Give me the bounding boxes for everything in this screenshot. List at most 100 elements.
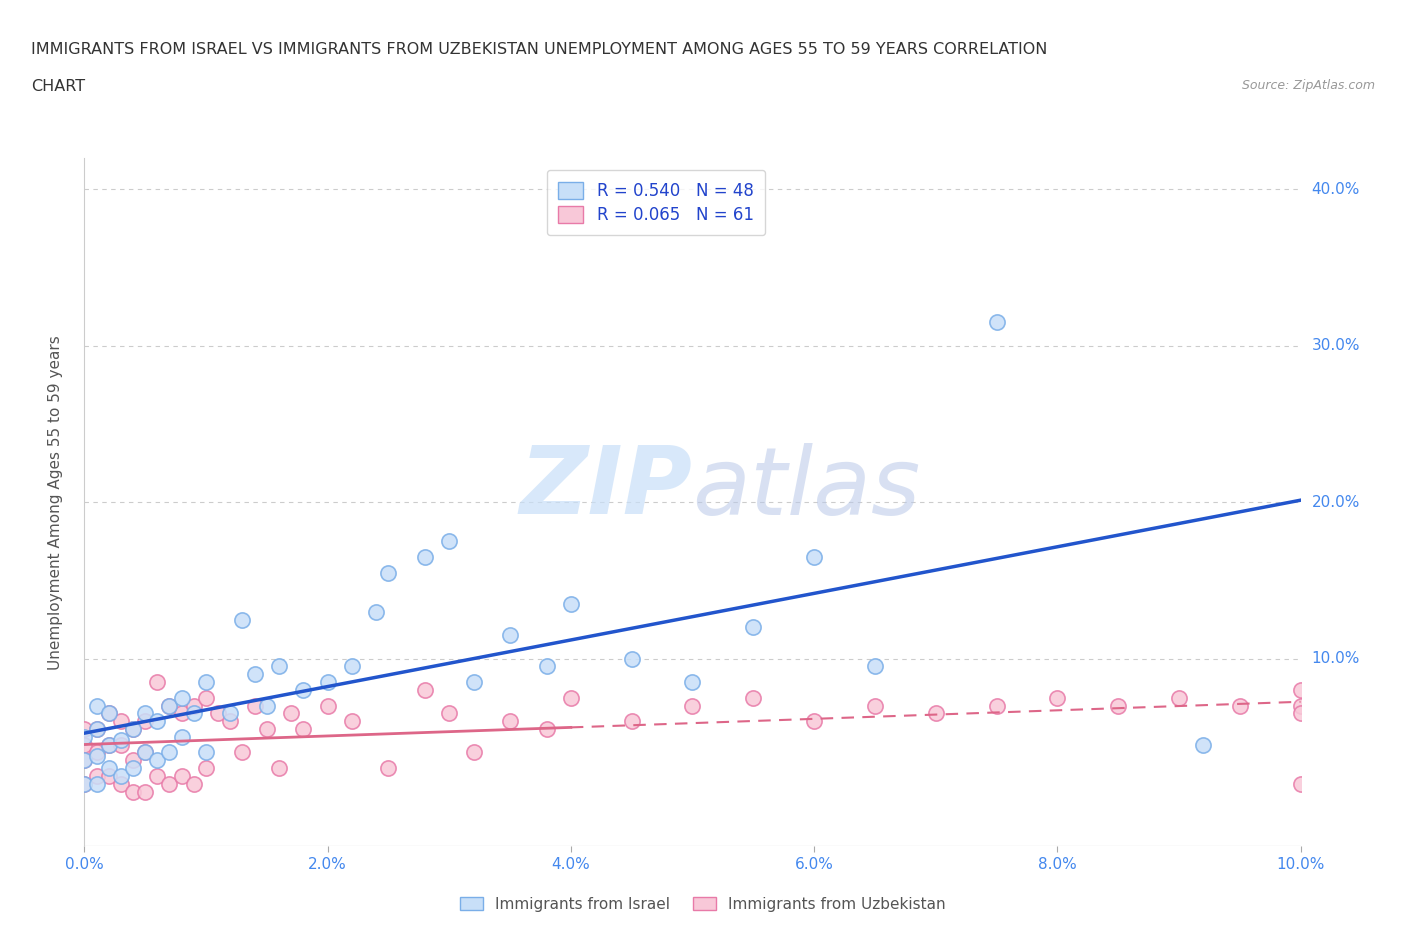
Point [742,620,765,635]
Point [122,784,145,799]
Point [159,777,181,791]
Point [925,706,948,721]
Point [110,768,132,783]
Point [256,698,278,713]
Text: Source: ZipAtlas.com: Source: ZipAtlas.com [1241,79,1375,92]
Text: 10.0%: 10.0% [1312,651,1360,666]
Point [97,761,120,776]
Point [536,659,558,674]
Point [73,722,96,737]
Point [463,674,485,689]
Point [316,674,339,689]
Point [134,745,156,760]
Point [110,713,132,728]
Point [110,777,132,791]
Point [134,784,156,799]
Point [183,706,205,721]
Point [803,713,825,728]
Point [243,667,266,682]
Point [439,534,461,549]
Point [207,706,229,721]
Point [97,737,120,752]
Point [377,565,399,580]
Point [1192,737,1215,752]
Point [682,674,704,689]
Point [170,706,193,721]
Legend: R = 0.540   N = 48, R = 0.065   N = 61: R = 0.540 N = 48, R = 0.065 N = 61 [547,170,765,235]
Point [560,690,582,705]
Point [1289,706,1312,721]
Point [863,659,886,674]
Point [134,713,156,728]
Point [97,768,120,783]
Point [1289,777,1312,791]
Point [243,698,266,713]
Point [413,683,436,698]
Point [256,722,278,737]
Point [267,659,290,674]
Point [194,690,218,705]
Point [986,698,1008,713]
Point [110,737,132,752]
Point [463,745,485,760]
Point [863,698,886,713]
Point [986,315,1008,330]
Point [194,745,218,760]
Point [1167,690,1189,705]
Point [122,753,145,768]
Point [97,706,120,721]
Point [146,753,169,768]
Text: ZIP: ZIP [520,443,693,535]
Point [439,706,461,721]
Point [86,722,108,737]
Point [1289,698,1312,713]
Point [377,761,399,776]
Point [73,753,96,768]
Point [1229,698,1251,713]
Point [1107,698,1129,713]
Legend: Immigrants from Israel, Immigrants from Uzbekistan: Immigrants from Israel, Immigrants from … [454,890,952,918]
Y-axis label: Unemployment Among Ages 55 to 59 years: Unemployment Among Ages 55 to 59 years [48,335,63,670]
Point [413,550,436,565]
Point [73,729,96,744]
Point [97,737,120,752]
Point [1289,683,1312,698]
Point [499,713,522,728]
Point [170,768,193,783]
Point [219,706,242,721]
Point [122,722,145,737]
Point [73,753,96,768]
Point [170,729,193,744]
Point [620,713,643,728]
Point [86,698,108,713]
Point [536,722,558,737]
Point [194,761,218,776]
Point [159,698,181,713]
Point [292,722,315,737]
Text: atlas: atlas [693,443,921,534]
Point [1046,690,1069,705]
Point [146,674,169,689]
Point [499,628,522,643]
Point [366,604,388,619]
Point [560,596,582,611]
Text: 30.0%: 30.0% [1312,339,1360,353]
Point [194,674,218,689]
Point [742,690,765,705]
Point [86,768,108,783]
Text: 20.0%: 20.0% [1312,495,1360,510]
Point [146,713,169,728]
Point [159,745,181,760]
Point [97,706,120,721]
Point [73,737,96,752]
Point [340,713,363,728]
Point [73,777,96,791]
Point [231,612,253,627]
Point [110,733,132,748]
Text: 40.0%: 40.0% [1312,182,1360,197]
Point [219,713,242,728]
Text: CHART: CHART [31,79,84,94]
Point [134,745,156,760]
Point [134,706,156,721]
Point [267,761,290,776]
